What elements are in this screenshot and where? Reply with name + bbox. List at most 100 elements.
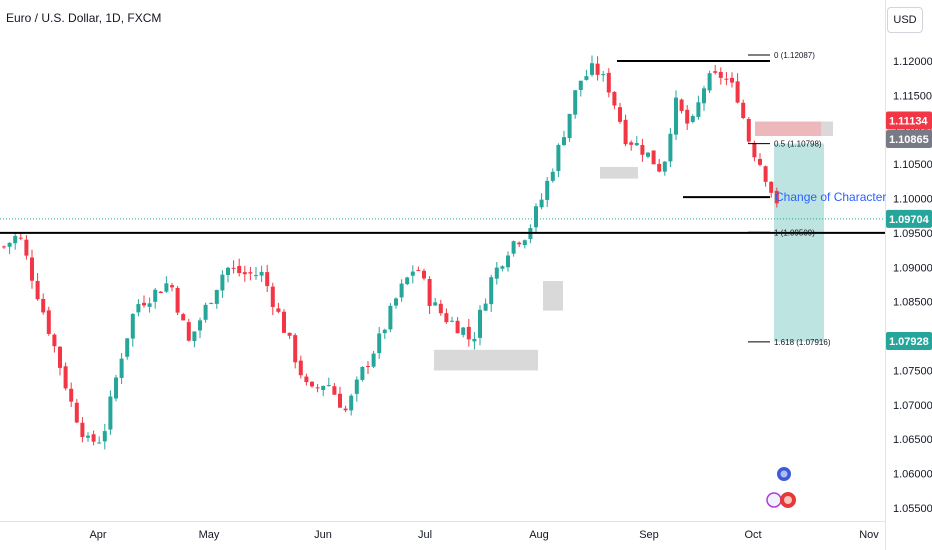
- candle-body: [562, 137, 566, 146]
- candle-body: [534, 206, 538, 228]
- candle-body: [186, 322, 191, 341]
- y-tick-10: 1.07000: [893, 400, 932, 412]
- candle-body: [102, 431, 107, 442]
- candle-body: [422, 270, 426, 279]
- candle-body: [450, 320, 454, 322]
- x-tick-jun: Jun: [314, 529, 332, 541]
- candle-body: [354, 379, 359, 394]
- price-tag-0: 1.11134: [889, 116, 928, 128]
- candle-body: [539, 199, 544, 208]
- fib-label-3: 1.618 (1.07916): [774, 338, 831, 347]
- candle-body: [405, 277, 410, 285]
- candle-body: [287, 332, 292, 336]
- candle-body: [52, 334, 57, 347]
- candle-body: [618, 107, 622, 122]
- candle-body: [254, 275, 258, 277]
- supply-zone: [755, 121, 821, 136]
- candle-body: [461, 327, 466, 335]
- candle-body: [578, 80, 583, 90]
- candle-body: [293, 335, 298, 363]
- candle-body: [158, 291, 163, 294]
- candle-body: [276, 308, 281, 312]
- candle-body: [506, 255, 510, 268]
- y-tick-3: 1.10500: [893, 159, 932, 171]
- candle-body: [80, 422, 85, 438]
- candle-body: [2, 246, 6, 248]
- candle-body: [489, 277, 494, 305]
- x-tick-nov: Nov: [859, 529, 879, 541]
- candle-body: [774, 190, 779, 204]
- candle-body: [388, 305, 393, 330]
- candle-body: [690, 116, 695, 122]
- target-zone: [774, 143, 824, 342]
- gray-zone-3: [434, 349, 538, 371]
- candle-body: [595, 63, 600, 75]
- candle-body: [209, 303, 214, 305]
- candle-body: [433, 302, 438, 306]
- candle-body: [752, 142, 757, 158]
- candle-body: [237, 265, 242, 274]
- price-tag-bg-2: [886, 209, 932, 228]
- y-tick-9: 1.07500: [893, 365, 932, 377]
- candle-body: [427, 279, 432, 306]
- candle-body: [326, 385, 331, 387]
- x-tick-apr: Apr: [89, 529, 106, 541]
- candle-body: [114, 377, 118, 399]
- event-icon-2: [766, 492, 782, 508]
- candle-body: [511, 241, 516, 254]
- y-tick-7: 1.08500: [893, 297, 932, 309]
- candle-body: [713, 71, 718, 73]
- choch-annotation: Change of Character: [775, 190, 886, 204]
- candle-body: [242, 272, 247, 275]
- candle-body: [612, 91, 617, 106]
- candle-body: [136, 304, 141, 313]
- candle-body: [125, 338, 130, 357]
- candle-body: [343, 408, 348, 411]
- candle-body: [198, 320, 202, 331]
- candle-body: [730, 77, 734, 83]
- candle-body: [7, 242, 12, 247]
- candle-body: [310, 381, 314, 387]
- candle-body: [746, 119, 751, 142]
- candle-body: [629, 142, 634, 145]
- price-tag-bg-0: [886, 111, 932, 130]
- candle-body: [226, 267, 230, 275]
- candle-body: [590, 63, 594, 75]
- fib-label-2: 1 (1.09509): [774, 228, 815, 237]
- candle-body: [147, 303, 152, 307]
- candle-body: [315, 387, 320, 389]
- candle-body: [478, 309, 482, 338]
- candle-body: [142, 302, 146, 306]
- candle-body: [58, 346, 62, 368]
- candle-body: [685, 109, 690, 124]
- candle-body: [455, 320, 460, 334]
- fib-label-0: 0 (1.12087): [774, 51, 815, 60]
- candle-body: [130, 313, 135, 339]
- candle-body: [702, 88, 706, 104]
- candle-body: [214, 289, 219, 304]
- candle-body: [399, 283, 404, 298]
- candle-body: [556, 144, 561, 172]
- candle-body: [735, 81, 740, 103]
- y-tick-5: 1.09500: [893, 228, 932, 240]
- candle-body: [270, 286, 275, 307]
- candle-body: [741, 102, 746, 118]
- candle-body: [175, 287, 180, 313]
- candle-body: [181, 314, 186, 321]
- price-tag-2: 1.09704: [889, 214, 930, 226]
- candle-body: [248, 272, 253, 274]
- candle-body: [640, 145, 645, 155]
- candle-body: [304, 376, 309, 383]
- candle-body: [46, 310, 51, 334]
- price-tag-1: 1.10865: [889, 134, 929, 146]
- currency-button[interactable]: USD: [887, 7, 923, 33]
- y-tick-4: 1.10000: [893, 194, 932, 206]
- candle-body: [259, 271, 264, 276]
- candle-body: [366, 366, 370, 368]
- candle-body: [153, 289, 158, 302]
- candle-body: [321, 385, 326, 391]
- event-icon-3-inner: [784, 496, 792, 504]
- candle-body: [674, 97, 678, 135]
